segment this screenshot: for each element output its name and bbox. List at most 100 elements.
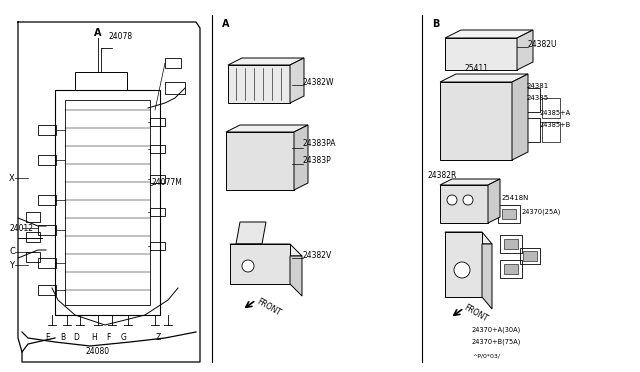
Bar bbox=[260, 154, 272, 166]
Polygon shape bbox=[440, 185, 488, 223]
Polygon shape bbox=[517, 30, 533, 70]
Bar bbox=[230, 170, 242, 182]
Bar bbox=[38, 225, 56, 235]
Bar bbox=[542, 98, 560, 118]
Polygon shape bbox=[294, 125, 308, 190]
Bar bbox=[150, 118, 165, 126]
Bar bbox=[275, 170, 287, 182]
Bar bbox=[38, 258, 56, 268]
Bar bbox=[500, 235, 522, 253]
Polygon shape bbox=[290, 58, 304, 103]
Text: 25411: 25411 bbox=[465, 64, 489, 73]
Text: 24080: 24080 bbox=[86, 347, 110, 356]
Text: G: G bbox=[121, 334, 127, 343]
Text: 24383PA: 24383PA bbox=[303, 138, 337, 148]
Bar bbox=[165, 82, 185, 94]
Bar bbox=[26, 252, 40, 262]
Text: E: E bbox=[45, 334, 51, 343]
Bar bbox=[245, 154, 257, 166]
Bar bbox=[230, 138, 242, 150]
Text: 24383P: 24383P bbox=[303, 155, 332, 164]
Circle shape bbox=[242, 260, 254, 272]
Polygon shape bbox=[440, 82, 512, 160]
Circle shape bbox=[463, 195, 473, 205]
Text: D: D bbox=[73, 334, 79, 343]
Text: H: H bbox=[91, 334, 97, 343]
Polygon shape bbox=[228, 65, 290, 103]
Polygon shape bbox=[226, 125, 308, 132]
Bar bbox=[275, 138, 287, 150]
Text: 24382W: 24382W bbox=[303, 77, 335, 87]
Text: A: A bbox=[222, 19, 230, 29]
Text: 24382R: 24382R bbox=[428, 170, 458, 180]
Bar bbox=[230, 154, 242, 166]
Bar bbox=[75, 72, 127, 90]
Bar bbox=[245, 170, 257, 182]
Text: B: B bbox=[432, 19, 440, 29]
Text: 24385: 24385 bbox=[527, 95, 549, 101]
Bar bbox=[38, 125, 56, 135]
Text: 24370(25A): 24370(25A) bbox=[522, 209, 561, 215]
Bar bbox=[498, 205, 520, 223]
Polygon shape bbox=[445, 232, 482, 297]
Bar bbox=[523, 251, 537, 261]
Bar bbox=[444, 105, 461, 119]
Polygon shape bbox=[445, 232, 492, 244]
Bar bbox=[38, 195, 56, 205]
Text: A: A bbox=[94, 28, 102, 38]
Polygon shape bbox=[445, 30, 533, 38]
Bar bbox=[465, 105, 482, 119]
Bar bbox=[520, 118, 540, 142]
Polygon shape bbox=[488, 179, 500, 223]
Polygon shape bbox=[230, 244, 302, 256]
Bar bbox=[444, 122, 461, 136]
Bar bbox=[486, 139, 503, 153]
Text: FRONT: FRONT bbox=[255, 296, 282, 317]
Bar bbox=[465, 139, 482, 153]
Bar bbox=[38, 155, 56, 165]
Text: 24370+B(75A): 24370+B(75A) bbox=[472, 339, 522, 345]
Bar bbox=[38, 285, 56, 295]
Bar bbox=[150, 242, 165, 250]
Polygon shape bbox=[440, 179, 500, 185]
Polygon shape bbox=[482, 244, 492, 309]
Bar bbox=[26, 232, 40, 242]
Text: 24385+B: 24385+B bbox=[540, 122, 571, 128]
Text: X: X bbox=[9, 173, 15, 183]
Bar bbox=[486, 88, 503, 102]
Text: Z: Z bbox=[156, 334, 161, 343]
Bar bbox=[520, 88, 540, 112]
Text: 25418N: 25418N bbox=[502, 195, 529, 201]
Bar bbox=[504, 264, 518, 274]
Polygon shape bbox=[445, 38, 517, 70]
Bar bbox=[486, 122, 503, 136]
Text: F: F bbox=[106, 334, 110, 343]
Bar bbox=[150, 145, 165, 153]
Bar bbox=[542, 122, 560, 142]
Text: 24078: 24078 bbox=[108, 32, 132, 41]
Polygon shape bbox=[290, 256, 302, 296]
Bar bbox=[65, 100, 150, 305]
Polygon shape bbox=[512, 74, 528, 160]
Bar bbox=[55, 90, 160, 315]
Polygon shape bbox=[440, 74, 528, 82]
Text: 24382U: 24382U bbox=[528, 39, 557, 48]
Bar bbox=[486, 105, 503, 119]
Text: 24385+A: 24385+A bbox=[540, 110, 571, 116]
Bar bbox=[26, 212, 40, 222]
Circle shape bbox=[454, 262, 470, 278]
Polygon shape bbox=[226, 132, 294, 190]
Polygon shape bbox=[236, 222, 266, 244]
Text: B: B bbox=[60, 334, 65, 343]
Bar bbox=[520, 248, 540, 264]
Text: ^P/0*03/: ^P/0*03/ bbox=[472, 353, 500, 359]
Text: C: C bbox=[9, 247, 15, 257]
Bar bbox=[260, 138, 272, 150]
Bar bbox=[260, 170, 272, 182]
Bar bbox=[444, 88, 461, 102]
Bar bbox=[502, 209, 516, 219]
Text: 24370+A(30A): 24370+A(30A) bbox=[472, 327, 521, 333]
Bar bbox=[150, 175, 165, 183]
Polygon shape bbox=[228, 58, 304, 65]
Bar bbox=[504, 239, 518, 249]
